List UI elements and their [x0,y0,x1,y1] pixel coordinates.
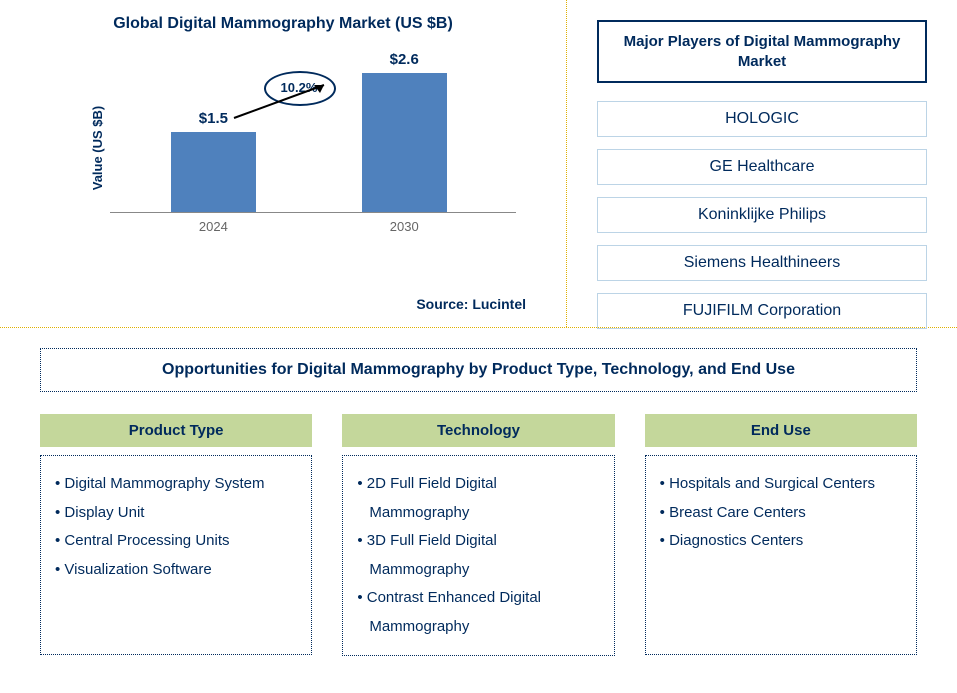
opportunity-column: Product Type Digital Mammography SystemDi… [40,414,312,656]
list-item: Diagnostics Centers [660,527,902,556]
opportunities-title: Opportunities for Digital Mammography by… [40,348,917,392]
list-item: Central Processing Units [55,527,297,556]
list-item: Digital Mammography System [55,470,297,499]
players-list: HOLOGIC GE Healthcare Koninklijke Philips S… [597,101,927,329]
column-body: 2D Full Field Digital Mammography3D Full… [342,455,614,656]
opportunities-columns: Product TypeDigital Mammography SystemDi… [40,414,917,656]
top-section: Global Digital Mammography Market (US $B… [0,0,957,328]
players-title: Major Players of Digital Mammography Mar… [597,20,927,83]
chart-title: Global Digital Mammography Market (US $B… [30,15,536,33]
player-item: Koninklijke Philips [597,197,927,233]
opportunity-column: Technology 2D Full Field Digital Mammogra… [342,414,614,656]
chart-bar-1: $2.6 2030 [362,73,447,212]
players-panel: Major Players of Digital Mammography Mar… [567,0,957,327]
bar-x-label: 2024 [171,219,256,234]
column-header: End Use [645,414,917,447]
chart-plot: $1.5 2024 $2.6 2030 10.2% [110,53,516,213]
list-item: Hospitals and Surgical Centers [660,470,902,499]
chart-ylabel: Value (US $B) [90,106,105,191]
player-item: FUJIFILM Corporation [597,293,927,329]
chart-source: Source: Lucintel [416,296,526,312]
list-item: Contrast Enhanced Digital Mammography [357,584,599,641]
chart-area: Value (US $B) $1.5 2024 $2.6 2030 10.2% [90,53,516,243]
list-item: Display Unit [55,499,297,528]
list-item: 2D Full Field Digital Mammography [357,470,599,527]
column-header: Technology [342,414,614,447]
bar-x-label: 2030 [362,219,447,234]
opportunity-column: End Use Hospitals and Surgical CentersBre… [645,414,917,656]
column-header: Product Type [40,414,312,447]
column-body: Hospitals and Surgical CentersBreast Car… [645,455,917,655]
list-item: Breast Care Centers [660,499,902,528]
player-item: HOLOGIC [597,101,927,137]
bar-value-label: $2.6 [362,51,447,68]
chart-bar-0: $1.5 2024 [171,132,256,212]
column-body: Digital Mammography SystemDisplay UnitCe… [40,455,312,655]
list-item: 3D Full Field Digital Mammography [357,527,599,584]
list-item: Visualization Software [55,556,297,585]
player-item: GE Healthcare [597,149,927,185]
growth-arrow-icon [224,73,344,133]
column-list: Digital Mammography SystemDisplay UnitCe… [55,470,297,584]
opportunities-section: Opportunities for Digital Mammography by… [0,328,957,676]
player-item: Siemens Healthineers [597,245,927,281]
column-list: Hospitals and Surgical CentersBreast Car… [660,470,902,556]
infographic-container: Global Digital Mammography Market (US $B… [0,0,957,693]
chart-panel: Global Digital Mammography Market (US $B… [0,0,567,327]
column-list: 2D Full Field Digital Mammography3D Full… [357,470,599,641]
